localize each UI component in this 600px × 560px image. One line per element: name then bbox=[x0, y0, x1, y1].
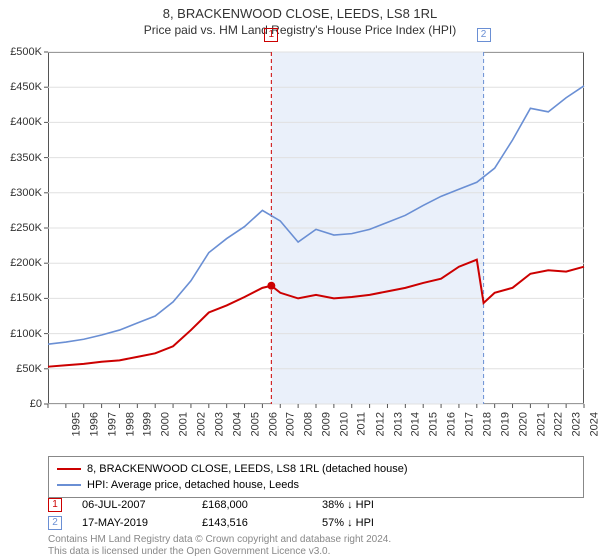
xtick-label: 1995 bbox=[70, 412, 82, 436]
xtick-label: 2023 bbox=[571, 412, 583, 436]
xtick-label: 1996 bbox=[88, 412, 100, 436]
ytick-label: £50K bbox=[0, 363, 42, 375]
legend-swatch-property bbox=[57, 468, 81, 471]
legend-item-property: 8, BRACKENWOOD CLOSE, LEEDS, LS8 1RL (de… bbox=[57, 461, 575, 477]
xtick-label: 1999 bbox=[142, 412, 154, 436]
xtick-label: 1998 bbox=[124, 412, 136, 436]
ytick-label: £300K bbox=[0, 187, 42, 199]
events-table: 1 06-JUL-2007 £168,000 38% ↓ HPI 2 17-MA… bbox=[48, 496, 584, 532]
event-date-1: 06-JUL-2007 bbox=[82, 499, 182, 511]
legend-swatch-hpi bbox=[57, 484, 81, 486]
xtick-label: 2005 bbox=[249, 412, 261, 436]
xtick-label: 2000 bbox=[160, 412, 172, 436]
ytick-label: £100K bbox=[0, 328, 42, 340]
xtick-label: 2012 bbox=[374, 412, 386, 436]
chart-container: 8, BRACKENWOOD CLOSE, LEEDS, LS8 1RL Pri… bbox=[0, 0, 600, 560]
ytick-label: £400K bbox=[0, 116, 42, 128]
xtick-label: 2013 bbox=[392, 412, 404, 436]
event-row-1: 1 06-JUL-2007 £168,000 38% ↓ HPI bbox=[48, 496, 584, 514]
legend-label-hpi: HPI: Average price, detached house, Leed… bbox=[87, 479, 299, 491]
event-badge-2: 2 bbox=[48, 516, 62, 530]
legend-label-property: 8, BRACKENWOOD CLOSE, LEEDS, LS8 1RL (de… bbox=[87, 463, 408, 475]
xtick-label: 2002 bbox=[196, 412, 208, 436]
xtick-label: 2024 bbox=[589, 412, 600, 436]
xtick-label: 2001 bbox=[178, 412, 190, 436]
xtick-label: 2008 bbox=[303, 412, 315, 436]
footer-line2: This data is licensed under the Open Gov… bbox=[48, 546, 391, 558]
event-marker: 2 bbox=[477, 28, 491, 42]
xtick-label: 2010 bbox=[338, 412, 350, 436]
xtick-label: 2018 bbox=[481, 412, 493, 436]
xtick-label: 2019 bbox=[499, 412, 511, 436]
xtick-label: 2011 bbox=[356, 412, 368, 436]
legend: 8, BRACKENWOOD CLOSE, LEEDS, LS8 1RL (de… bbox=[48, 456, 584, 498]
ytick-label: £200K bbox=[0, 257, 42, 269]
event-delta-2: 57% ↓ HPI bbox=[322, 517, 422, 529]
xtick-label: 2006 bbox=[267, 412, 279, 436]
ytick-label: £350K bbox=[0, 152, 42, 164]
footer: Contains HM Land Registry data © Crown c… bbox=[48, 534, 391, 558]
event-marker: 1 bbox=[264, 28, 278, 42]
chart-area: £0£50K£100K£150K£200K£250K£300K£350K£400… bbox=[48, 52, 584, 404]
xtick-label: 2015 bbox=[428, 412, 440, 436]
chart-titles: 8, BRACKENWOOD CLOSE, LEEDS, LS8 1RL Pri… bbox=[0, 0, 600, 37]
title-address: 8, BRACKENWOOD CLOSE, LEEDS, LS8 1RL bbox=[0, 6, 600, 21]
footer-line1: Contains HM Land Registry data © Crown c… bbox=[48, 534, 391, 546]
xtick-label: 1997 bbox=[106, 412, 118, 436]
ytick-label: £500K bbox=[0, 46, 42, 58]
event-row-2: 2 17-MAY-2019 £143,516 57% ↓ HPI bbox=[48, 514, 584, 532]
xtick-label: 2017 bbox=[464, 412, 476, 436]
title-subtitle: Price paid vs. HM Land Registry's House … bbox=[0, 23, 600, 37]
legend-item-hpi: HPI: Average price, detached house, Leed… bbox=[57, 477, 575, 493]
event-date-2: 17-MAY-2019 bbox=[82, 517, 182, 529]
event-delta-1: 38% ↓ HPI bbox=[322, 499, 422, 511]
ytick-label: £250K bbox=[0, 222, 42, 234]
event-badge-1: 1 bbox=[48, 498, 62, 512]
xtick-label: 2007 bbox=[285, 412, 297, 436]
xtick-label: 2020 bbox=[517, 412, 529, 436]
plot-svg bbox=[48, 52, 584, 404]
xtick-label: 2016 bbox=[446, 412, 458, 436]
ytick-label: £450K bbox=[0, 81, 42, 93]
xtick-label: 2014 bbox=[410, 412, 422, 436]
event-price-1: £168,000 bbox=[202, 499, 302, 511]
xtick-label: 2003 bbox=[213, 412, 225, 436]
xtick-label: 2004 bbox=[231, 412, 243, 436]
xtick-label: 2021 bbox=[535, 412, 547, 436]
xtick-label: 2009 bbox=[321, 412, 333, 436]
xtick-label: 2022 bbox=[553, 412, 565, 436]
ytick-label: £150K bbox=[0, 292, 42, 304]
ytick-label: £0 bbox=[0, 398, 42, 410]
event-price-2: £143,516 bbox=[202, 517, 302, 529]
